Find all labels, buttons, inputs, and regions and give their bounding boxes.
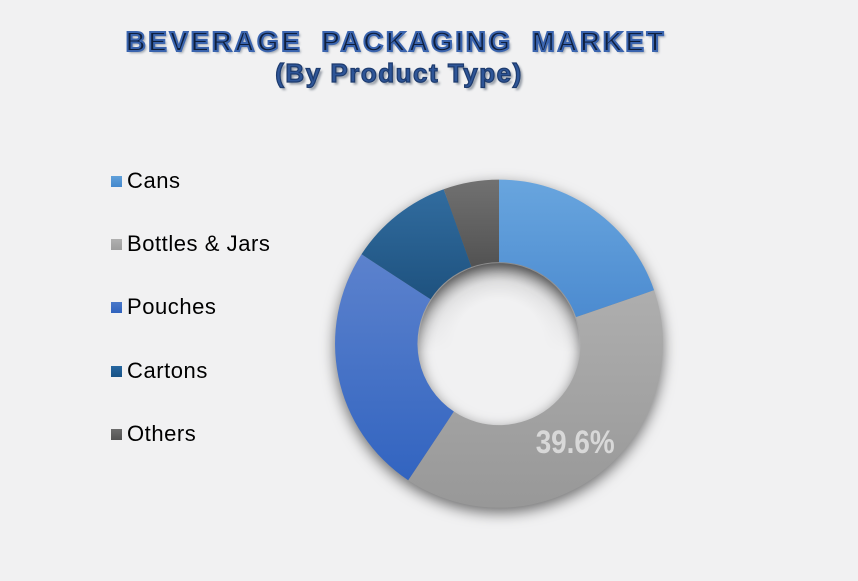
svg-text:39.6%: 39.6% [536,424,615,460]
